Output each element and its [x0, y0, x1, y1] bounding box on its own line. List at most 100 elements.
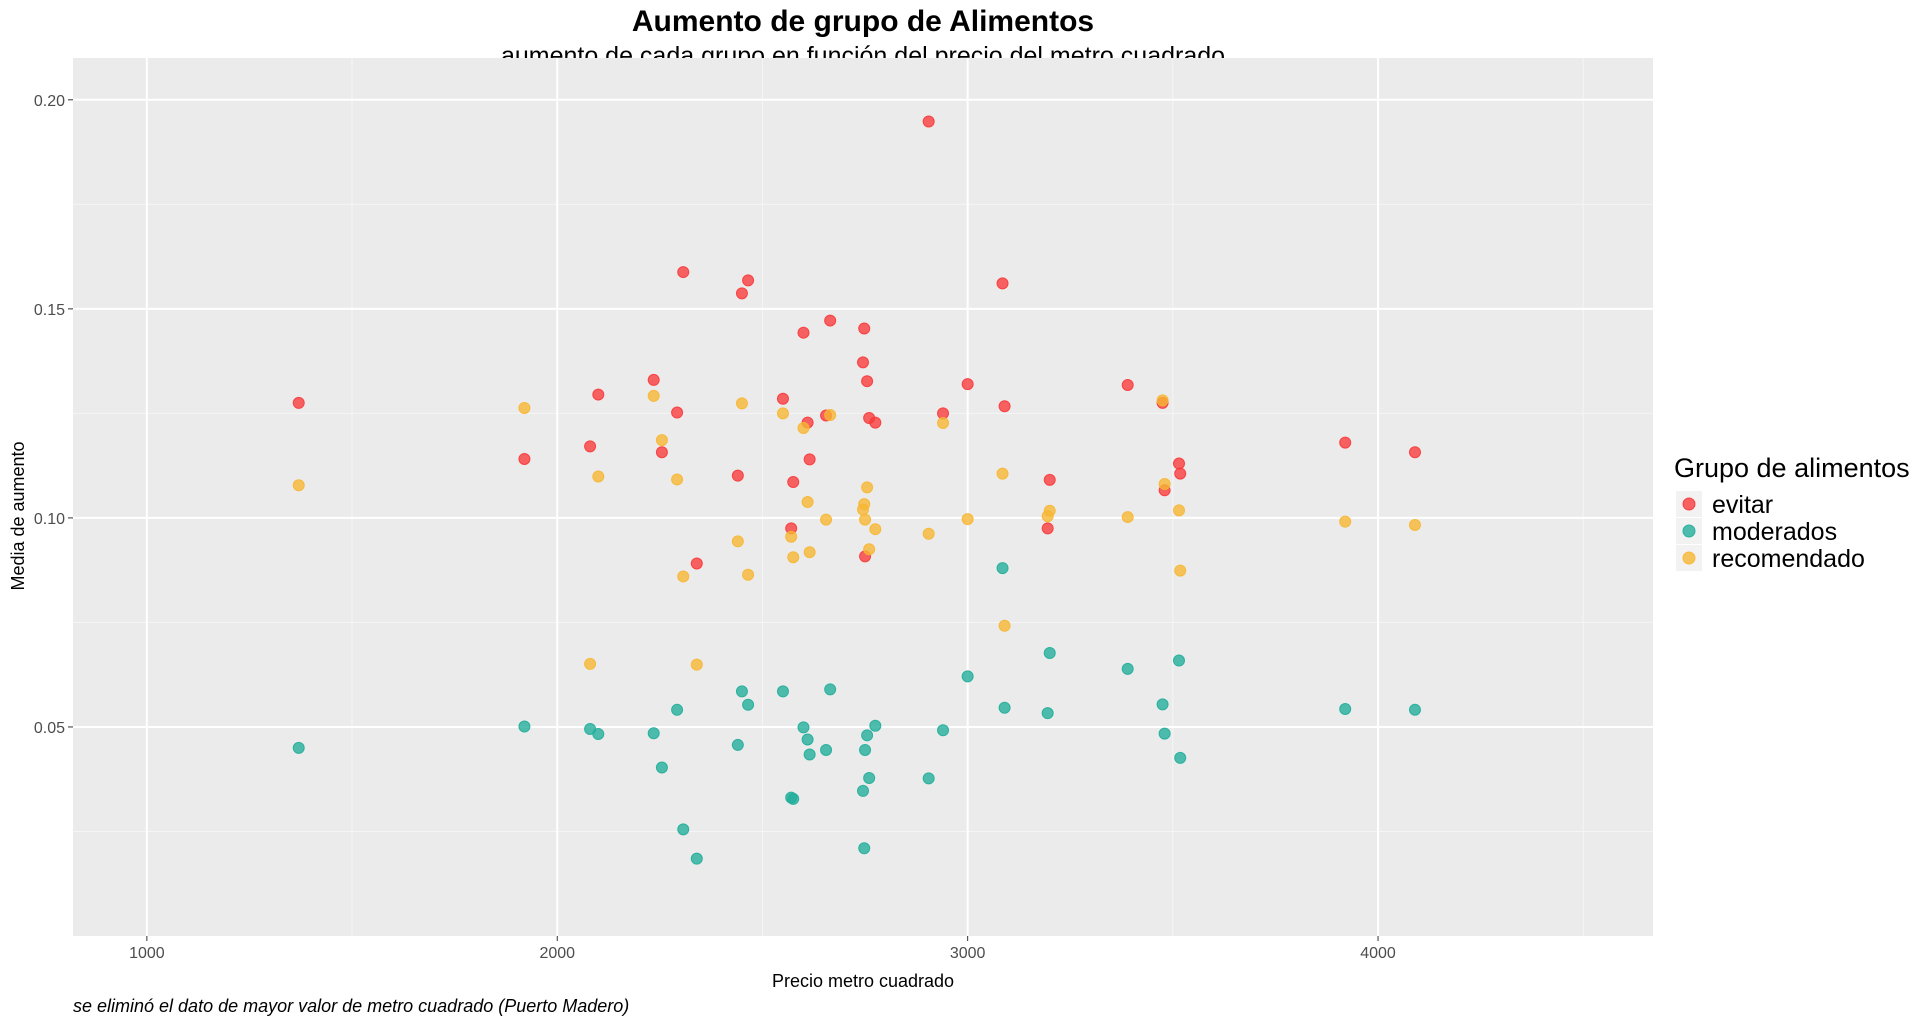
- data-point-moderados: [1156, 698, 1169, 711]
- data-point-evitar: [677, 266, 690, 279]
- plot-panel: [73, 58, 1653, 936]
- data-point-evitar: [1121, 378, 1134, 391]
- data-point-recomendado: [1158, 478, 1171, 491]
- data-point-evitar: [858, 322, 871, 335]
- data-point-moderados: [937, 724, 950, 737]
- data-point-recomendado: [797, 422, 810, 435]
- data-point-moderados: [647, 727, 660, 740]
- data-point-evitar: [671, 406, 684, 419]
- data-point-evitar: [742, 274, 755, 287]
- data-point-evitar: [690, 557, 703, 570]
- data-point-moderados: [859, 743, 872, 756]
- minor-gridlines: [73, 58, 1653, 936]
- data-point-evitar: [1174, 467, 1187, 480]
- data-point-evitar: [584, 440, 597, 453]
- chart-title: Aumento de grupo de Alimentos: [632, 5, 1094, 38]
- data-point-evitar: [731, 469, 744, 482]
- data-point-recomendado: [996, 467, 1009, 480]
- data-point-moderados: [292, 741, 305, 754]
- data-point-recomendado: [961, 513, 974, 526]
- data-point-recomendado: [1043, 504, 1056, 517]
- data-point-moderados: [922, 772, 935, 785]
- data-point-evitar: [1339, 436, 1352, 449]
- data-point-moderados: [1158, 727, 1171, 740]
- data-point-recomendado: [690, 658, 703, 671]
- data-point-evitar: [857, 356, 869, 369]
- data-point-evitar: [647, 373, 660, 386]
- data-point-moderados: [518, 720, 531, 733]
- data-point-moderados: [1121, 662, 1134, 675]
- y-tick-label: 0.20: [34, 93, 65, 110]
- data-point-moderados: [803, 748, 816, 761]
- data-point-moderados: [861, 729, 874, 742]
- data-point-moderados: [1043, 646, 1056, 659]
- x-axis-title: Precio metro cuadrado: [772, 971, 954, 991]
- data-point-recomendado: [292, 479, 305, 492]
- y-tick-label: 0.15: [34, 302, 65, 319]
- data-point-evitar: [1043, 473, 1056, 486]
- chart-caption: se eliminó el dato de mayor valor de met…: [73, 996, 629, 1016]
- legend-title: Grupo de alimentos: [1674, 453, 1910, 483]
- data-point-moderados: [797, 721, 810, 734]
- data-point-moderados: [731, 738, 744, 751]
- data-points: [292, 115, 1421, 865]
- data-point-moderados: [820, 743, 833, 756]
- data-point-recomendado: [1408, 519, 1421, 532]
- y-axis-title: Media de aumento: [8, 441, 28, 590]
- data-point-moderados: [776, 685, 789, 698]
- data-point-recomendado: [861, 481, 874, 494]
- data-point-moderados: [1339, 702, 1352, 715]
- legend-label-recomendado: recomendado: [1712, 545, 1865, 573]
- legend: Grupo de alimentos evitarmoderadosrecome…: [1674, 453, 1910, 573]
- data-point-recomendado: [801, 496, 814, 509]
- legend-label-moderados: moderados: [1712, 518, 1837, 546]
- data-point-evitar: [861, 375, 874, 388]
- data-point-moderados: [690, 852, 703, 865]
- x-tick-label: 2000: [539, 945, 575, 962]
- data-point-recomendado: [1156, 394, 1169, 407]
- data-point-moderados: [655, 761, 668, 774]
- data-point-moderados: [824, 683, 837, 696]
- x-tick-label: 3000: [950, 945, 986, 962]
- data-point-recomendado: [1174, 564, 1187, 577]
- data-point-evitar: [518, 452, 531, 465]
- data-point-recomendado: [922, 527, 935, 540]
- data-point-recomendado: [785, 530, 798, 543]
- data-point-moderados: [869, 719, 882, 732]
- data-point-recomendado: [584, 657, 597, 670]
- data-point-evitar: [655, 446, 668, 459]
- x-tick-label: 4000: [1360, 945, 1396, 962]
- data-point-evitar: [996, 277, 1009, 290]
- data-point-evitar: [1041, 522, 1054, 535]
- data-point-evitar: [869, 416, 882, 429]
- data-point-moderados: [857, 784, 869, 797]
- data-point-recomendado: [592, 470, 605, 483]
- y-tick-label: 0.10: [34, 511, 65, 528]
- data-point-recomendado: [859, 513, 872, 526]
- data-point-moderados: [787, 792, 800, 805]
- data-point-recomendado: [671, 473, 684, 486]
- data-point-moderados: [742, 698, 755, 711]
- data-point-moderados: [996, 562, 1009, 575]
- legend-label-evitar: evitar: [1712, 491, 1773, 519]
- data-point-evitar: [922, 115, 935, 128]
- data-point-recomendado: [858, 498, 871, 511]
- data-point-evitar: [824, 314, 837, 327]
- data-point-moderados: [592, 728, 605, 741]
- data-point-evitar: [592, 388, 605, 401]
- data-point-evitar: [803, 453, 816, 466]
- data-point-recomendado: [647, 389, 660, 402]
- data-point-recomendado: [742, 568, 755, 581]
- data-point-recomendado: [824, 409, 837, 422]
- data-point-recomendado: [735, 397, 748, 410]
- data-point-moderados: [1408, 703, 1421, 716]
- data-point-recomendado: [1173, 504, 1185, 517]
- x-axis-ticks: 1000 2000 3000 4000: [129, 936, 1396, 962]
- data-point-recomendado: [820, 513, 833, 526]
- data-point-evitar: [776, 392, 789, 405]
- major-gridlines: [73, 58, 1653, 936]
- data-point-evitar: [787, 475, 800, 488]
- data-point-recomendado: [1121, 511, 1134, 524]
- data-point-evitar: [1408, 446, 1421, 459]
